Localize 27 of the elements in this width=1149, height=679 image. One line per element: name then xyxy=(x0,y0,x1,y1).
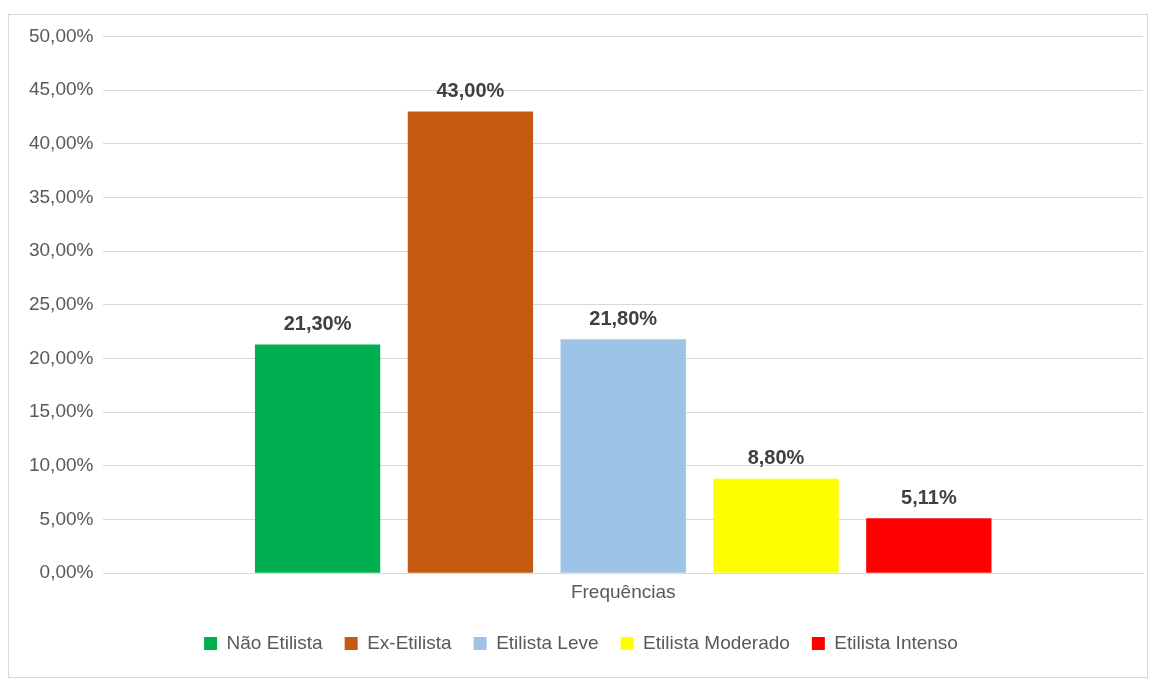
data-label: 5,11% xyxy=(901,485,957,508)
data-label: 8,80% xyxy=(747,446,805,469)
y-tick-label: 50,00% xyxy=(28,24,94,46)
legend-label: Etilista Intenso xyxy=(834,631,958,653)
y-tick-label: 25,00% xyxy=(28,293,94,315)
y-tick-label: 30,00% xyxy=(28,239,94,261)
y-tick-label: 5,00% xyxy=(39,507,94,529)
y-tick-label: 45,00% xyxy=(28,78,94,100)
legend-label: Etilista Moderado xyxy=(643,631,790,653)
legend-label: Ex-Etilista xyxy=(367,631,453,653)
data-label: 21,30% xyxy=(283,312,352,335)
bar xyxy=(866,518,992,573)
bar xyxy=(713,478,839,573)
legend-label: Não Etilista xyxy=(226,631,324,653)
bar xyxy=(407,111,534,573)
data-label: 43,00% xyxy=(436,79,505,102)
data-label: 21,80% xyxy=(589,306,658,329)
x-tick-label: Frequências xyxy=(570,580,676,602)
bar xyxy=(560,339,686,573)
y-tick-label: 40,00% xyxy=(28,131,94,153)
y-tick-label: 0,00% xyxy=(39,561,94,583)
bar xyxy=(254,344,381,573)
y-tick-label: 15,00% xyxy=(28,400,94,422)
y-tick-label: 20,00% xyxy=(28,346,94,368)
y-tick-label: 35,00% xyxy=(28,185,94,207)
y-tick-label: 10,00% xyxy=(28,454,94,476)
legend-label: Etilista Leve xyxy=(496,631,599,653)
